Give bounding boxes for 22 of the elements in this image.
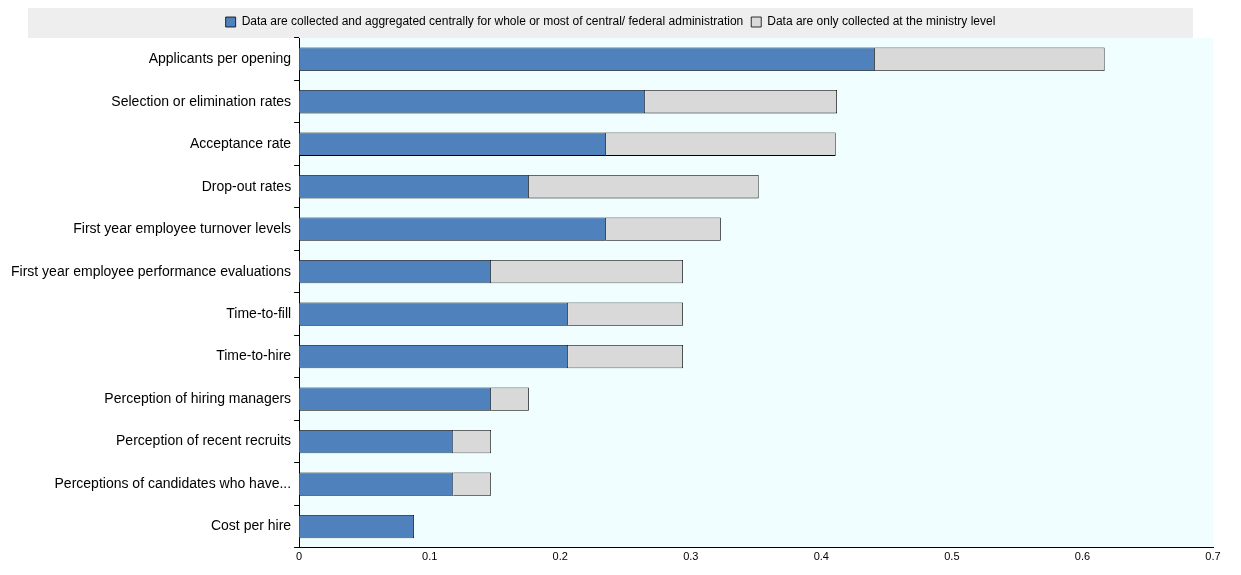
x-tick-label: 0.5 [944,550,960,563]
legend-label: Data are only collected at the ministry level [767,14,996,29]
x-tick-label: 0.4 [813,550,829,563]
legend-label: Data are collected and aggregated centrally for whole or most of central/ federal administration [241,14,744,29]
y-tick-label: Applicants per opening [148,50,292,67]
y-tick-label: Time-to-hire [216,347,292,364]
x-tick-label: 0.1 [422,550,438,563]
y-tick-label: Cost per hire [210,517,292,534]
y-tick-label: Perception of hiring managers [104,389,292,406]
y-tick-label: Selection or elimination rates [111,92,292,109]
x-tick-label: 0.6 [1074,550,1091,563]
y-tick-label: Perception of recent recruits [116,432,292,449]
x-tick-label: 0.3 [683,550,699,563]
y-tick-label: Time-to-fill [226,305,292,321]
x-tick-label: 0 [296,550,303,563]
x-tick-label: 0.2 [552,550,568,563]
y-tick-label: Perceptions of candidates who have... [54,474,292,491]
y-tick-label: First year employee turnover levels [73,220,292,237]
y-tick-label: Acceptance rate [189,135,292,152]
x-tick-label: 0.7 [1205,550,1221,563]
y-tick-label: Drop-out rates [201,177,292,194]
y-tick-label: First year employee performance evaluations [10,262,292,279]
